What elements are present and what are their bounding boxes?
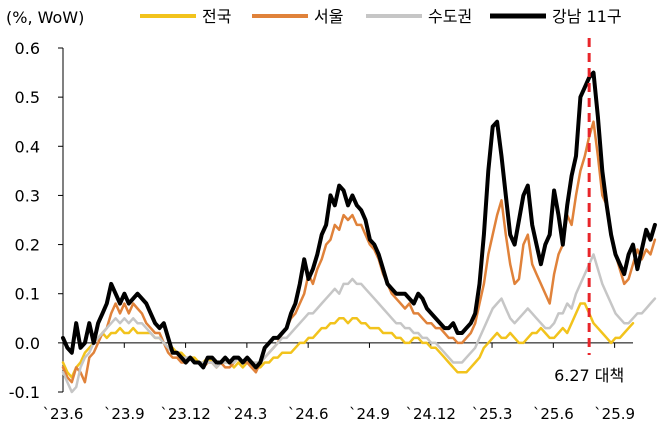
y-tick-label: 0.0 <box>15 334 40 353</box>
x-tick-label: `25.6 <box>533 405 574 423</box>
x-axis: `23.6 `23.9 `23.12 `24.3 `24.6 `24.9 `24.12 `25… <box>43 342 635 423</box>
y-tick-label: 0.6 <box>15 39 40 58</box>
x-tick-label: `24.12 <box>406 405 456 423</box>
y-tick-label: 0.4 <box>15 137 40 156</box>
legend-label: 전국 <box>202 7 231 26</box>
x-tick-label: `24.6 <box>288 405 329 423</box>
legend-label: 수도권 <box>428 7 472 26</box>
x-tick-label: `25.3 <box>472 405 513 423</box>
series-line-2 <box>61 253 657 394</box>
y-tick-label: 0.5 <box>15 88 40 107</box>
x-tick-label: `25.9 <box>594 405 635 423</box>
y-tick-label: 0.3 <box>15 186 40 205</box>
annotation-layer: 6.27 대책 <box>554 38 624 385</box>
y-axis: -0.1 0.0 0.1 0.2 0.3 0.4 0.5 0.6 <box>9 39 64 402</box>
series-line-3 <box>61 70 657 370</box>
legend: 전국 서울 수도권 강남 11구 <box>140 7 622 26</box>
y-tick-label: 0.1 <box>15 285 40 304</box>
series-line-0 <box>61 302 635 379</box>
x-tick-label: `23.6 <box>43 405 84 423</box>
series-line-1 <box>61 120 657 384</box>
legend-label: 강남 11구 <box>552 7 622 26</box>
y-axis-label: (%, WoW) <box>6 8 84 27</box>
annotation-label: 6.27 대책 <box>554 366 624 385</box>
y-tick-label: -0.1 <box>9 383 40 402</box>
x-tick-label: `24.9 <box>349 405 390 423</box>
x-tick-label: `24.3 <box>226 405 267 423</box>
y-tick-label: 0.2 <box>15 236 40 255</box>
x-tick-label: `23.9 <box>104 405 145 423</box>
series-layer <box>61 70 657 394</box>
legend-label: 서울 <box>314 7 343 26</box>
x-tick-label: `23.12 <box>160 405 210 423</box>
